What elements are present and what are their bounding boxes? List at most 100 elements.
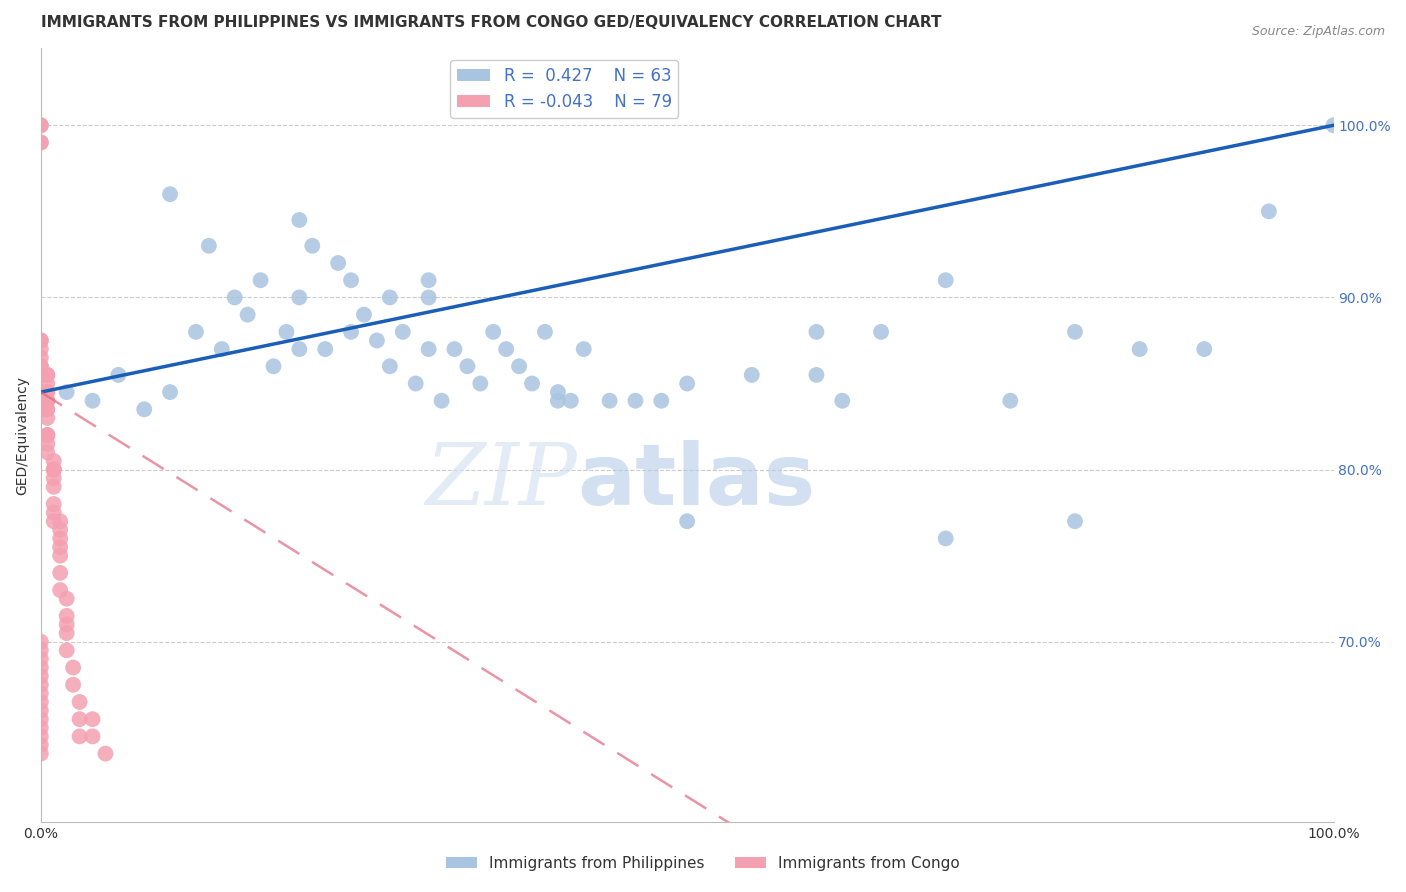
Point bbox=[37, 393, 59, 408]
Point bbox=[30, 136, 52, 150]
Point bbox=[30, 342, 52, 356]
Point bbox=[741, 368, 763, 382]
Point bbox=[55, 591, 77, 606]
Point bbox=[30, 730, 52, 744]
Point bbox=[263, 359, 285, 374]
Point bbox=[42, 471, 65, 485]
Point bbox=[211, 342, 233, 356]
Point bbox=[560, 393, 582, 408]
Point bbox=[378, 290, 401, 304]
Point bbox=[42, 462, 65, 476]
Point bbox=[30, 359, 52, 374]
Point bbox=[935, 532, 957, 546]
Point bbox=[37, 385, 59, 400]
Point bbox=[676, 376, 699, 391]
Point bbox=[37, 436, 59, 450]
Point bbox=[37, 402, 59, 417]
Point bbox=[495, 342, 517, 356]
Point bbox=[37, 428, 59, 442]
Point bbox=[806, 325, 828, 339]
Point bbox=[366, 334, 388, 348]
Point bbox=[30, 678, 52, 692]
Point bbox=[534, 325, 557, 339]
Point bbox=[69, 695, 91, 709]
Point bbox=[37, 376, 59, 391]
Point bbox=[288, 290, 311, 304]
Point bbox=[30, 704, 52, 718]
Point bbox=[624, 393, 647, 408]
Point bbox=[62, 660, 84, 674]
Point bbox=[82, 712, 104, 726]
Point bbox=[340, 273, 363, 287]
Point bbox=[456, 359, 478, 374]
Legend: Immigrants from Philippines, Immigrants from Congo: Immigrants from Philippines, Immigrants … bbox=[440, 850, 966, 877]
Point bbox=[1000, 393, 1022, 408]
Point bbox=[134, 402, 156, 417]
Point bbox=[30, 695, 52, 709]
Point bbox=[37, 402, 59, 417]
Point bbox=[30, 359, 52, 374]
Point bbox=[288, 213, 311, 227]
Point bbox=[418, 342, 440, 356]
Point bbox=[30, 118, 52, 132]
Point bbox=[30, 738, 52, 752]
Point bbox=[184, 325, 207, 339]
Point bbox=[30, 368, 52, 382]
Point bbox=[301, 239, 323, 253]
Point bbox=[224, 290, 246, 304]
Point bbox=[30, 136, 52, 150]
Point bbox=[55, 385, 77, 400]
Point bbox=[508, 359, 530, 374]
Point bbox=[405, 376, 427, 391]
Point bbox=[1257, 204, 1279, 219]
Point bbox=[49, 523, 72, 537]
Point bbox=[82, 730, 104, 744]
Point bbox=[49, 532, 72, 546]
Point bbox=[30, 669, 52, 683]
Point bbox=[37, 428, 59, 442]
Point bbox=[49, 514, 72, 528]
Point bbox=[30, 402, 52, 417]
Point bbox=[37, 385, 59, 400]
Point bbox=[42, 462, 65, 476]
Point bbox=[198, 239, 221, 253]
Point bbox=[42, 497, 65, 511]
Point bbox=[1194, 342, 1216, 356]
Point bbox=[55, 643, 77, 657]
Point bbox=[30, 385, 52, 400]
Point bbox=[547, 385, 569, 400]
Point bbox=[49, 583, 72, 598]
Point bbox=[30, 652, 52, 666]
Point bbox=[276, 325, 298, 339]
Point bbox=[69, 730, 91, 744]
Point bbox=[37, 368, 59, 382]
Point bbox=[69, 712, 91, 726]
Point bbox=[1322, 118, 1344, 132]
Point bbox=[30, 686, 52, 700]
Point bbox=[288, 342, 311, 356]
Point bbox=[37, 428, 59, 442]
Point bbox=[55, 626, 77, 640]
Point bbox=[1064, 514, 1087, 528]
Point bbox=[49, 566, 72, 580]
Point bbox=[443, 342, 465, 356]
Point bbox=[30, 643, 52, 657]
Point bbox=[470, 376, 492, 391]
Point bbox=[650, 393, 672, 408]
Text: IMMIGRANTS FROM PHILIPPINES VS IMMIGRANTS FROM CONGO GED/EQUIVALENCY CORRELATION: IMMIGRANTS FROM PHILIPPINES VS IMMIGRANT… bbox=[41, 15, 941, 30]
Point bbox=[42, 514, 65, 528]
Point bbox=[37, 368, 59, 382]
Point bbox=[42, 462, 65, 476]
Point bbox=[37, 393, 59, 408]
Point bbox=[676, 514, 699, 528]
Point bbox=[599, 393, 621, 408]
Text: Source: ZipAtlas.com: Source: ZipAtlas.com bbox=[1251, 25, 1385, 38]
Point bbox=[30, 660, 52, 674]
Text: ZIP: ZIP bbox=[426, 441, 578, 523]
Point bbox=[314, 342, 336, 356]
Point bbox=[831, 393, 853, 408]
Point bbox=[159, 187, 181, 202]
Point bbox=[42, 506, 65, 520]
Point bbox=[391, 325, 413, 339]
Point bbox=[37, 445, 59, 459]
